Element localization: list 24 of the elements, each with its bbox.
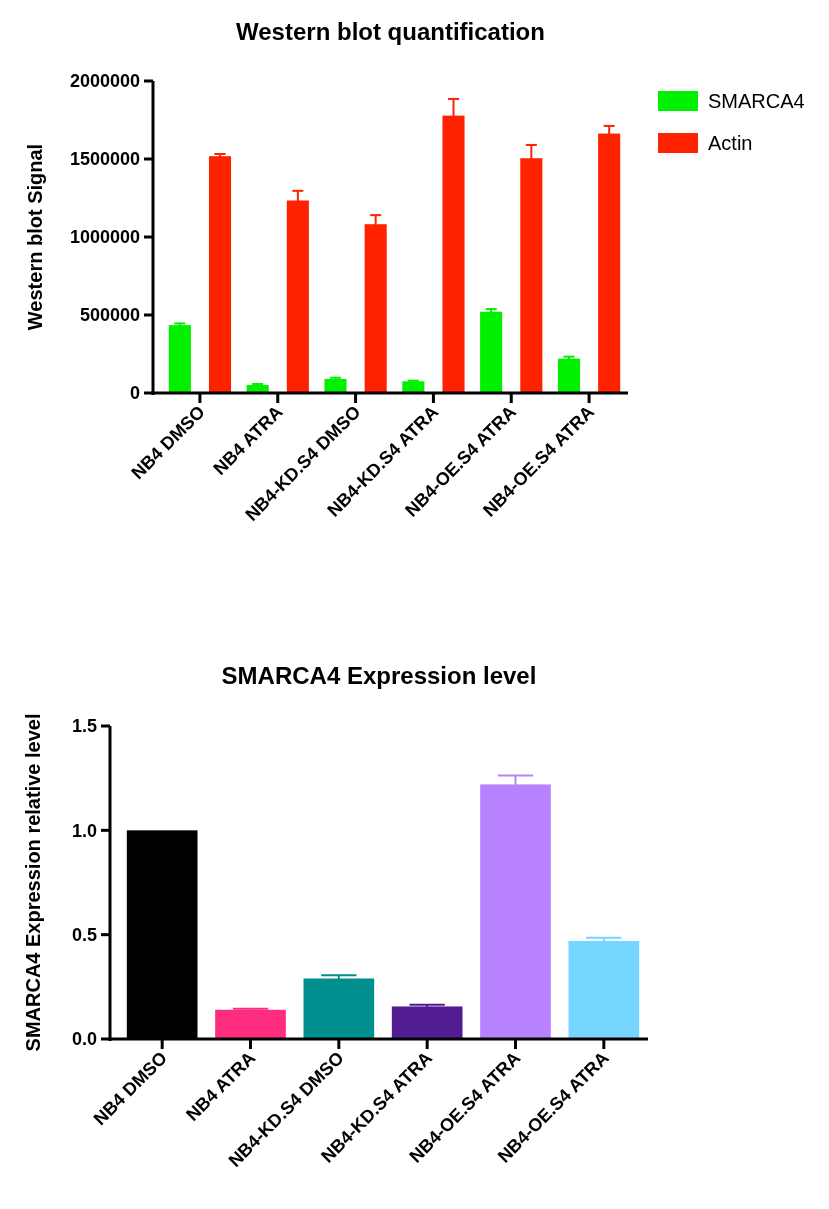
y-tick-label: 1.0 [71,820,97,841]
y-tick-label: 500000 [79,305,140,326]
y-axis-title: Western blot Signal [24,143,46,331]
y-tick-label: 1.5 [71,716,97,737]
bar [391,1006,463,1039]
y-tick-label: 1500000 [69,149,140,170]
bar [324,378,347,393]
bar [568,940,640,1039]
bar [168,325,191,393]
y-axis-title: SMARCA4 Expression relative level [22,713,44,1052]
legend-label: Actin [708,132,753,154]
bar [303,978,375,1039]
chart-title: Western blot quantification [236,18,545,45]
bar [480,311,503,393]
y-tick-label: 2000000 [69,71,140,92]
chart-title: SMARCA4 Expression level [221,662,537,689]
y-tick-label: 0.5 [71,924,97,945]
y-tick-label: 0.0 [71,1029,97,1050]
y-tick-label: 0 [129,383,140,404]
bar [215,1009,286,1039]
bar [208,156,232,393]
legend-label: SMARCA4 [708,90,805,112]
y-tick-label: 1000000 [69,227,140,248]
bar [557,358,581,393]
